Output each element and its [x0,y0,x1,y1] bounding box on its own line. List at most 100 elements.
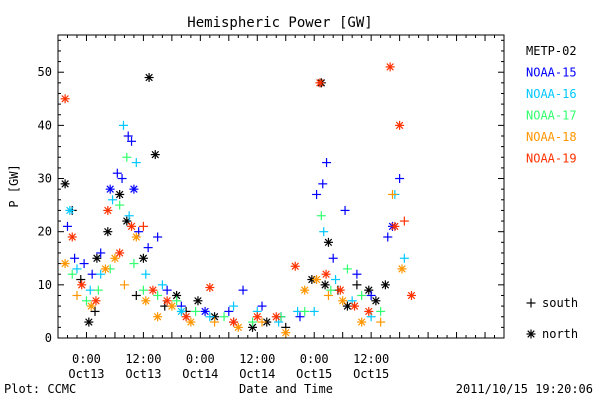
data-point-north [141,296,151,306]
data-point-south [191,306,201,316]
data-point-north [167,301,177,311]
data-point-north [338,296,348,306]
data-point-north [60,94,70,104]
data-point-north [103,205,113,215]
data-point-south [224,306,234,316]
data-point-south [219,312,229,322]
data-point-north [200,306,210,316]
legend-label-north: north [542,327,578,341]
series-noaa-17 [67,152,386,327]
legend-symbol-north [526,329,536,339]
data-point-north [129,184,139,194]
plot-timestamp: 2011/10/15 19:20:06 [456,382,593,396]
data-point-north [371,296,381,306]
data-point-south [257,301,267,311]
data-point-north [385,62,395,72]
data-point-south [340,205,350,215]
y-tick-label: 30 [38,172,52,186]
data-point-north [323,237,333,247]
data-point-south [229,301,239,311]
data-point-south [138,285,148,295]
data-point-south [81,296,91,306]
data-point-south [138,221,148,231]
data-point-north [380,280,390,290]
legend-entry-noaa-18: NOAA-18 [526,130,577,144]
legend-entry-noaa-19: NOAA-19 [526,152,577,166]
data-point-north [321,269,331,279]
data-point-north [91,296,101,306]
data-point-south [96,269,106,279]
data-point-north [315,78,325,88]
x-tick-time-label: 12:00 [353,352,389,366]
data-point-north [312,275,322,285]
x-tick-date-label: Oct15 [296,367,332,381]
data-point-south [312,189,322,199]
data-point-south [90,306,100,316]
legend-entry-noaa-17: NOAA-17 [526,109,577,123]
data-point-south [131,158,141,168]
data-point-south [376,306,386,316]
data-point-north [390,221,400,231]
data-point-south [322,158,332,168]
legend-symbol-south [526,298,536,308]
data-point-north [395,120,405,130]
data-point-north [150,150,160,160]
data-point-south [141,269,151,279]
x-tick-time-label: 0:00 [72,352,101,366]
data-point-south [123,131,133,141]
data-point-north [252,312,262,322]
data-point-south [143,243,153,253]
x-tick-time-label: 12:00 [125,352,161,366]
data-point-south [79,259,89,269]
data-point-north [65,205,75,215]
data-point-south [352,280,362,290]
data-point-north [300,285,310,295]
legend-entry-metp-02: METP-02 [526,44,577,58]
data-point-south [115,200,125,210]
data-point-south [319,227,329,237]
data-point-north [357,317,367,327]
data-point-south [248,317,258,327]
legend: METP-02 NOAA-15 NOAA-16 NOAA-17 NOAA-18 NOAA-… [526,44,577,166]
series-noaa-19 [60,62,416,327]
data-point-south [399,216,409,226]
plot-frame [57,34,505,339]
data-point-north [144,73,154,83]
data-point-north [320,280,330,290]
data-point-south [122,152,132,162]
data-point-south [309,306,319,316]
x-tick-time-label: 12:00 [239,352,275,366]
data-point-south [323,290,333,300]
x-axis-label: Date and Time [239,382,333,396]
y-tick-label: 0 [45,331,52,345]
data-point-south [96,248,106,258]
data-point-north [103,227,113,237]
data-point-north [92,253,102,263]
data-point-south [162,285,172,295]
data-point-north [335,285,345,295]
data-point-south [129,259,139,269]
data-point-south [72,264,82,274]
data-point-south [352,269,362,279]
data-point-north [397,264,407,274]
data-point-south [257,317,267,327]
data-point-north [105,184,115,194]
data-point-north [115,248,125,258]
data-point-south [395,174,405,184]
legend-entry-noaa-15: NOAA-15 [526,66,577,80]
data-point-north [229,317,239,327]
data-point-south [124,211,134,221]
data-point-south [318,179,328,189]
x-tick-date-label: Oct13 [125,367,161,381]
data-point-south [357,290,367,300]
data-point-north [271,312,281,322]
data-point-north [115,189,125,199]
data-point-north [127,221,137,231]
data-point-north [60,179,70,189]
data-point-south [326,285,336,295]
x-tick-time-label: 0:00 [300,352,329,366]
data-point-north [290,261,300,271]
y-tick-label: 50 [38,65,52,79]
data-point-north [138,253,148,263]
